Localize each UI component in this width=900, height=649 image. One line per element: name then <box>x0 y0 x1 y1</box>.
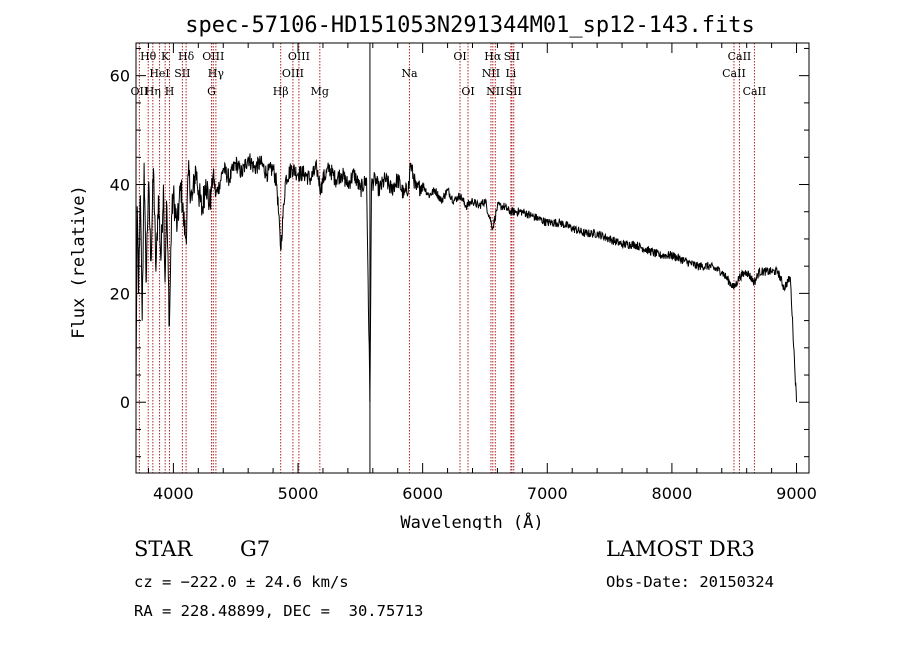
x-axis-label: Wavelength (Å) <box>400 511 543 530</box>
spectral-line-labels: OII Hθ Hη HeI K H SII Hδ OIII G Hγ Hβ OIII OIII Mg Na OI… <box>131 50 767 98</box>
y-tick-label: 40 <box>110 176 130 195</box>
x-tick-label: 4000 <box>153 484 194 503</box>
spectral-line-label: SII <box>506 85 522 98</box>
y-axis-label: Flux (relative) <box>69 185 89 339</box>
spectral-line-label: HeI <box>149 67 169 80</box>
spectral-line-label: SII <box>174 67 190 80</box>
spectral-line-label: Hα <box>484 50 502 63</box>
spectral-line-label: K <box>161 50 170 63</box>
spectral-line-label: OI <box>461 85 474 98</box>
y-tick-label: 60 <box>110 67 130 86</box>
spectral-line-label: Hγ <box>208 67 225 80</box>
spectral-line-label: CaII <box>722 67 746 80</box>
cz-readout: cz = −222.0 ± 24.6 km/s <box>134 573 349 591</box>
chart-title: spec-57106-HD151053N291344M01_sp12-143.f… <box>185 13 755 38</box>
spectral-line-label: CaII <box>743 85 767 98</box>
spectral-line-label: OIII <box>202 50 224 63</box>
plot-frame <box>135 42 810 474</box>
spectral-line-label: SII <box>504 50 520 63</box>
spectral-line-label: OIII <box>288 50 310 63</box>
x-tick-label: 9000 <box>776 484 817 503</box>
spectral-line-label: Hβ <box>273 85 289 98</box>
spectral-line-label: OII <box>131 85 149 98</box>
object-class: STAR <box>134 537 193 561</box>
spectral-line-label: NII <box>482 67 500 80</box>
spectral-line-label: CaII <box>728 50 752 63</box>
spectral-line-label: Li <box>505 67 516 80</box>
spectral-line-label: Mg <box>311 85 329 98</box>
x-tick-label: 8000 <box>652 484 693 503</box>
spectrum-chart: spec-57106-HD151053N291344M01_sp12-143.f… <box>69 13 817 530</box>
spectral-line-label: Hδ <box>178 50 195 63</box>
ra-dec-readout: RA = 228.48899, DEC = 30.75713 <box>134 602 424 620</box>
object-subclass: G7 <box>240 537 271 561</box>
spectral-line-markers <box>138 43 755 473</box>
spectral-line-label: OI <box>453 50 466 63</box>
obs-date: Obs-Date: 20150324 <box>606 573 774 591</box>
spectrum-series-line <box>135 153 797 403</box>
axis-ticks: 4000 5000 6000 7000 8000 9000 0 20 40 60 <box>110 43 817 503</box>
spectral-line-label: H <box>165 85 175 98</box>
survey-name: LAMOST DR3 <box>606 537 755 561</box>
x-tick-label: 5000 <box>278 484 319 503</box>
spectral-line-label: OIII <box>282 67 304 80</box>
x-tick-label: 6000 <box>402 484 443 503</box>
y-tick-label: 20 <box>110 284 130 303</box>
y-tick-label: 0 <box>120 393 130 412</box>
spectral-line-label: Hθ <box>140 50 157 63</box>
x-tick-label: 7000 <box>527 484 568 503</box>
spectral-line-label: G <box>207 85 216 98</box>
spectral-line-label: Hη <box>145 85 161 98</box>
spectral-line-label: NII <box>486 85 504 98</box>
spectral-line-label: Na <box>401 67 418 80</box>
